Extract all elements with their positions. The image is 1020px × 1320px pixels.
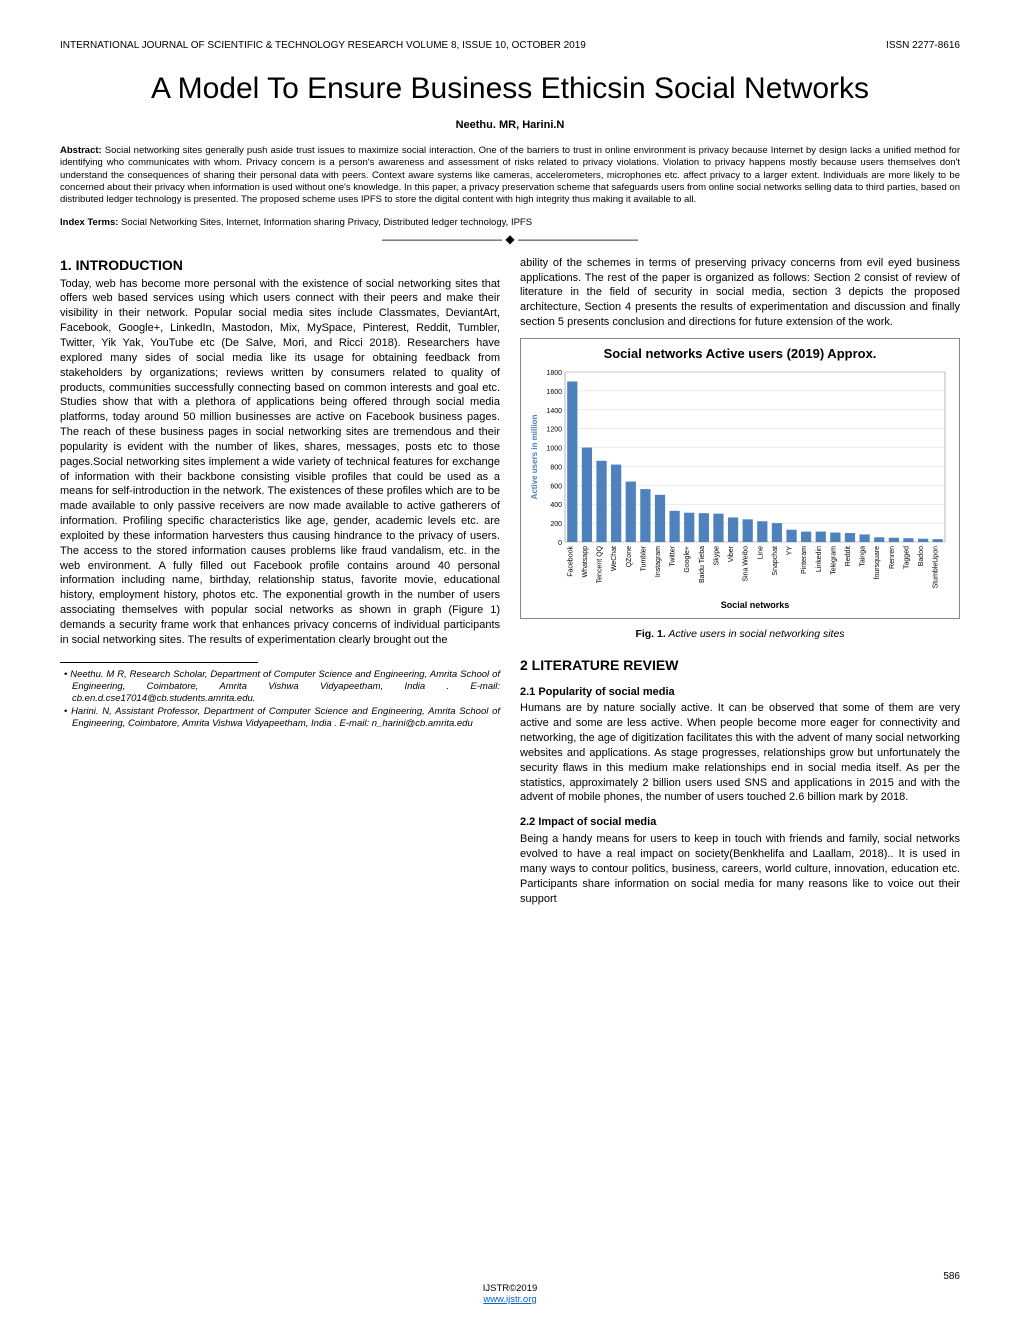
- page-number: 586: [943, 1271, 960, 1282]
- svg-text:Renren: Renren: [889, 546, 896, 569]
- index-terms: Index Terms: Social Networking Sites, In…: [60, 217, 960, 228]
- svg-text:Social networks: Social networks: [721, 600, 790, 610]
- svg-text:Instagram: Instagram: [655, 546, 662, 577]
- chart-title: Social networks Active users (2019) Appr…: [527, 345, 953, 363]
- section-2-1-heading: 2.1 Popularity of social media: [520, 685, 960, 700]
- section-divider: —————————— ◆ ——————————: [60, 232, 960, 246]
- svg-text:Twitter: Twitter: [670, 546, 677, 567]
- svg-text:QZone: QZone: [626, 546, 633, 568]
- svg-text:StumbleUpon: StumbleUpon: [933, 546, 940, 589]
- issn: ISSN 2277-8616: [886, 40, 960, 51]
- svg-text:Google+: Google+: [684, 546, 691, 573]
- svg-text:WeChat: WeChat: [611, 546, 618, 571]
- svg-text:200: 200: [550, 522, 562, 529]
- two-column-body: 1. INTRODUCTION Today, web has become mo…: [60, 256, 960, 907]
- svg-text:0: 0: [558, 540, 562, 547]
- svg-text:Tumbler: Tumbler: [640, 546, 647, 572]
- svg-text:Snapchat: Snapchat: [772, 546, 779, 576]
- section-1-heading: 1. INTRODUCTION: [60, 256, 500, 275]
- index-terms-label: Index Terms:: [60, 217, 118, 228]
- svg-text:1400: 1400: [546, 408, 562, 415]
- svg-text:Linkedin: Linkedin: [816, 546, 823, 572]
- svg-text:Skype: Skype: [713, 546, 720, 566]
- svg-text:1000: 1000: [546, 446, 562, 453]
- section-2-1-body: Humans are by nature socially active. It…: [520, 701, 960, 805]
- svg-text:foursquare: foursquare: [874, 546, 881, 580]
- figure-1-caption: Fig. 1. Active users in social networkin…: [520, 627, 960, 641]
- svg-text:Facebook: Facebook: [567, 546, 574, 577]
- svg-text:Active users in million: Active users in million: [530, 415, 539, 500]
- figure-1-caption-text: Active users in social networking sites: [668, 628, 844, 640]
- section-1-continued: ability of the schemes in terms of prese…: [520, 256, 960, 330]
- svg-text:1800: 1800: [546, 370, 562, 377]
- section-1-body: Today, web has become more personal with…: [60, 277, 500, 648]
- svg-text:Tagged: Tagged: [903, 546, 910, 569]
- bar-chart-svg: 0 200 400 600 800 1000 1200 1400 1600 1800 Active …: [527, 366, 951, 612]
- footer: IJSTR©2019 www.ijstr.org: [0, 1283, 1020, 1305]
- header-bar: INTERNATIONAL JOURNAL OF SCIENTIFIC & TE…: [60, 40, 960, 51]
- svg-text:Viber: Viber: [728, 546, 735, 563]
- section-2-2-body: Being a handy means for users to keep in…: [520, 832, 960, 906]
- author-info-1: • Neethu. M R, Research Scholar, Departm…: [60, 669, 500, 706]
- section-2-heading: 2 LITERATURE REVIEW: [520, 656, 960, 675]
- svg-text:800: 800: [550, 465, 562, 472]
- section-2-2-heading: 2.2 Impact of social media: [520, 815, 960, 830]
- author-info-divider: [60, 662, 258, 663]
- author-info-2: • Harini. N, Assistant Professor, Depart…: [60, 706, 500, 731]
- right-column: ability of the schemes in terms of prese…: [520, 256, 960, 907]
- journal-info: INTERNATIONAL JOURNAL OF SCIENTIFIC & TE…: [60, 40, 586, 51]
- abstract-text: Social networking sites generally push a…: [60, 145, 960, 205]
- index-terms-text: Social Networking Sites, Internet, Infor…: [121, 217, 532, 228]
- svg-text:Reddit: Reddit: [845, 546, 852, 566]
- footer-link[interactable]: www.ijstr.org: [483, 1294, 536, 1305]
- figure-1-chart: Social networks Active users (2019) Appr…: [520, 338, 960, 620]
- footer-copyright: IJSTR©2019: [483, 1283, 538, 1294]
- svg-text:Badoo: Badoo: [918, 546, 925, 566]
- svg-text:Tencent QQ: Tencent QQ: [597, 546, 604, 584]
- abstract-label: Abstract:: [60, 145, 102, 156]
- figure-1-label: Fig. 1.: [635, 628, 665, 640]
- svg-text:Whatsapp: Whatsapp: [582, 546, 589, 578]
- authors-line: Neethu. MR, Harini.N: [60, 119, 960, 131]
- svg-text:Pinteram: Pinteram: [801, 546, 808, 574]
- svg-text:1600: 1600: [546, 389, 562, 396]
- abstract: Abstract: Social networking sites genera…: [60, 145, 960, 207]
- svg-text:Baidu Tieba: Baidu Tieba: [699, 546, 706, 583]
- svg-text:Sina Weibo: Sina Weibo: [743, 546, 750, 582]
- svg-text:400: 400: [550, 503, 562, 510]
- left-column: 1. INTRODUCTION Today, web has become mo…: [60, 256, 500, 907]
- svg-text:1200: 1200: [546, 427, 562, 434]
- paper-title: A Model To Ensure Business Ethicsin Soci…: [60, 71, 960, 107]
- svg-text:Telegram: Telegram: [830, 546, 837, 575]
- svg-text:Line: Line: [757, 546, 764, 559]
- svg-text:600: 600: [550, 484, 562, 491]
- svg-text:Tainga: Tainga: [860, 546, 867, 567]
- svg-text:YY: YY: [787, 546, 794, 556]
